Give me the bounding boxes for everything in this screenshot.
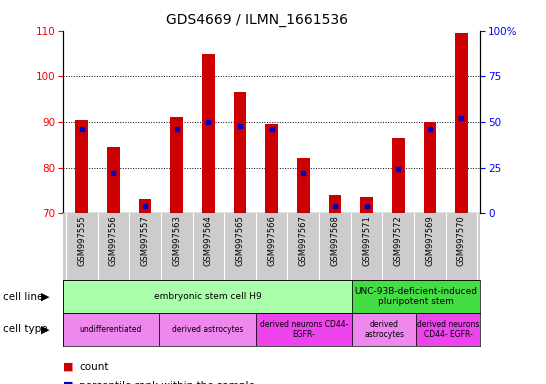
Bar bbox=[256, 313, 352, 346]
Bar bbox=[234, 92, 246, 213]
Text: derived astrocytes: derived astrocytes bbox=[171, 325, 243, 334]
Bar bbox=[63, 280, 352, 313]
Bar bbox=[455, 33, 468, 213]
Text: GSM997566: GSM997566 bbox=[267, 215, 276, 266]
Text: GSM997568: GSM997568 bbox=[330, 215, 340, 266]
Bar bbox=[392, 138, 405, 213]
Point bbox=[268, 126, 276, 132]
Text: ■: ■ bbox=[63, 362, 73, 372]
Text: embryonic stem cell H9: embryonic stem cell H9 bbox=[153, 292, 261, 301]
Point bbox=[78, 126, 86, 132]
Bar bbox=[139, 199, 151, 213]
Bar bbox=[416, 313, 480, 346]
Point bbox=[173, 126, 181, 132]
Bar bbox=[265, 124, 278, 213]
Point bbox=[394, 166, 402, 172]
Point bbox=[425, 126, 434, 132]
Text: cell line: cell line bbox=[3, 291, 43, 302]
Bar bbox=[107, 147, 120, 213]
Text: ■: ■ bbox=[63, 381, 73, 384]
Bar bbox=[329, 195, 341, 213]
Text: GSM997570: GSM997570 bbox=[457, 215, 466, 266]
Text: GSM997563: GSM997563 bbox=[172, 215, 181, 266]
Text: GSM997556: GSM997556 bbox=[109, 215, 118, 266]
Text: GSM997565: GSM997565 bbox=[235, 215, 245, 266]
Text: UNC-93B-deficient-induced
pluripotent stem: UNC-93B-deficient-induced pluripotent st… bbox=[355, 287, 478, 306]
Text: GSM997555: GSM997555 bbox=[78, 215, 86, 266]
Bar bbox=[424, 122, 436, 213]
Bar bbox=[75, 120, 88, 213]
Text: GSM997571: GSM997571 bbox=[362, 215, 371, 266]
Text: cell type: cell type bbox=[3, 324, 48, 334]
Point bbox=[236, 122, 245, 129]
Point bbox=[141, 203, 150, 209]
Text: GSM997572: GSM997572 bbox=[394, 215, 403, 266]
Text: percentile rank within the sample: percentile rank within the sample bbox=[79, 381, 255, 384]
Text: undifferentiated: undifferentiated bbox=[80, 325, 142, 334]
Bar bbox=[360, 197, 373, 213]
Point bbox=[299, 170, 307, 176]
Bar bbox=[297, 158, 310, 213]
Text: count: count bbox=[79, 362, 109, 372]
Point bbox=[362, 203, 371, 209]
Text: GSM997557: GSM997557 bbox=[140, 215, 150, 266]
Point bbox=[330, 203, 339, 209]
Point bbox=[109, 170, 118, 176]
Text: GSM997569: GSM997569 bbox=[425, 215, 435, 266]
Text: GSM997564: GSM997564 bbox=[204, 215, 213, 266]
Text: derived neurons
CD44- EGFR-: derived neurons CD44- EGFR- bbox=[417, 319, 479, 339]
Text: GDS4669 / ILMN_1661536: GDS4669 / ILMN_1661536 bbox=[165, 13, 348, 27]
Bar bbox=[63, 313, 159, 346]
Point bbox=[204, 119, 213, 125]
Bar bbox=[352, 280, 480, 313]
Point bbox=[457, 115, 466, 121]
Text: ▶: ▶ bbox=[41, 324, 50, 334]
Text: ▶: ▶ bbox=[41, 291, 50, 302]
Text: derived
astrocytes: derived astrocytes bbox=[364, 319, 404, 339]
Bar bbox=[159, 313, 256, 346]
Bar bbox=[202, 53, 215, 213]
Text: derived neurons CD44-
EGFR-: derived neurons CD44- EGFR- bbox=[259, 319, 348, 339]
Bar bbox=[352, 313, 416, 346]
Bar bbox=[170, 118, 183, 213]
Text: GSM997567: GSM997567 bbox=[299, 215, 308, 266]
